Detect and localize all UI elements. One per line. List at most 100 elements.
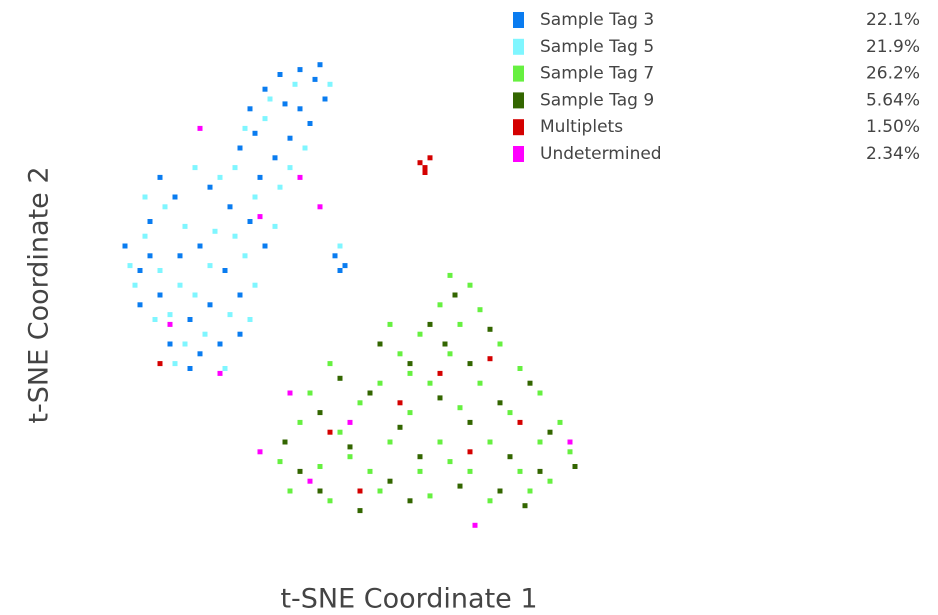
legend-label: Undetermined [540,144,662,164]
point [262,243,268,249]
point [207,302,213,308]
legend-swatch [513,146,524,162]
point [137,268,143,273]
point [437,395,443,401]
point [257,449,263,455]
point [327,361,333,367]
point [187,366,193,371]
point [317,204,323,210]
point [537,439,543,445]
point [172,361,178,367]
point [407,370,413,376]
point [177,253,183,259]
point [167,321,173,327]
point [242,125,248,131]
point [547,478,553,484]
legend-share: 5.64% [866,90,920,110]
point [407,498,413,504]
legend-share: 22.1% [866,10,920,30]
legend-label: Multiplets [540,117,623,137]
point [487,326,493,332]
point [287,390,293,396]
point [447,459,453,465]
point [397,424,403,430]
point [157,361,163,367]
point [282,439,288,445]
point [467,449,473,455]
point [182,223,188,229]
point [152,317,158,322]
point [477,307,483,313]
point [297,106,303,112]
point [302,145,308,151]
point [277,459,283,465]
point [147,219,153,224]
point [207,263,213,269]
point [572,464,578,469]
point [157,174,163,180]
point [437,370,443,376]
point [422,165,428,171]
point [217,370,223,376]
point [417,468,423,474]
point [467,361,473,367]
legend-share: 26.2% [866,64,920,84]
point [217,174,223,180]
legend-swatch [513,38,524,55]
point [282,101,288,107]
legend-swatch [513,92,524,109]
point [427,380,433,386]
point [467,419,473,425]
point [472,522,478,528]
point [167,312,173,318]
point [457,321,463,327]
point [212,228,218,234]
point [517,419,523,425]
point [497,488,503,494]
point [527,488,533,494]
point [377,380,383,386]
point [272,223,278,229]
point [307,390,313,396]
point [177,282,183,288]
point [567,439,573,445]
point [162,204,168,210]
point [157,292,163,298]
point [337,268,343,273]
point [132,282,138,288]
point [322,96,328,102]
point [407,410,413,416]
point [517,366,523,371]
point [252,194,258,200]
point [317,410,323,416]
point [487,356,493,362]
point [487,498,493,504]
point [547,429,553,435]
point [317,464,323,469]
point [307,478,313,484]
point [297,419,303,425]
point [397,351,403,357]
legend-share: 1.50% [866,117,920,137]
point [277,72,283,77]
point [357,400,363,406]
legend-share: 2.34% [866,144,920,164]
point [252,130,258,136]
point [507,410,513,416]
point [257,174,263,180]
point [427,493,433,499]
point [317,62,323,68]
point [227,312,233,318]
point [527,380,533,386]
point [137,302,143,308]
point [167,341,173,347]
point [122,243,128,249]
point [187,317,193,322]
point [407,361,413,367]
point [377,341,383,347]
point [237,331,243,337]
point [417,160,423,166]
point [207,184,213,190]
